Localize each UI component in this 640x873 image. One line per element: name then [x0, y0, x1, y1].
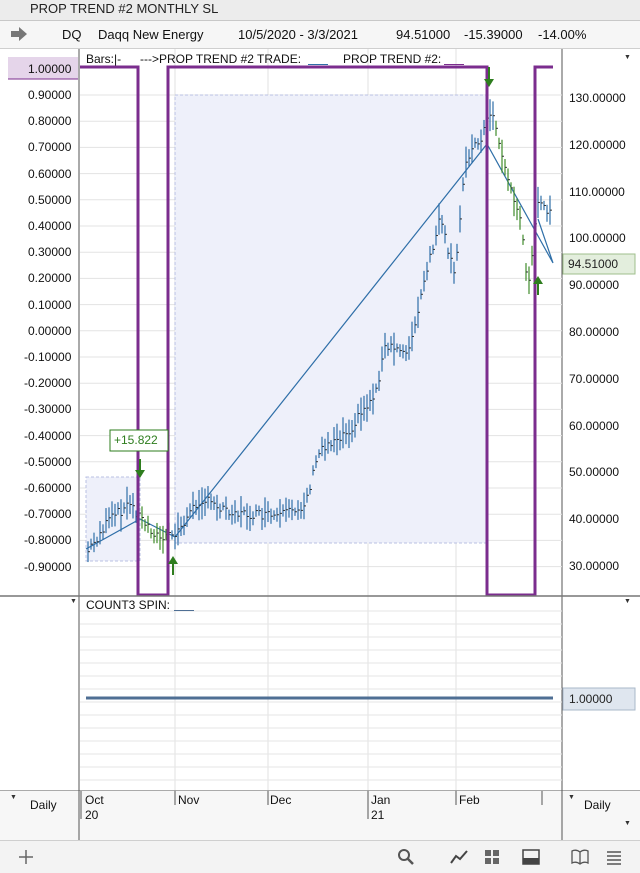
- right-axis-tick: 100.00000: [569, 231, 626, 246]
- left-axis-tick: -0.20000: [24, 376, 72, 391]
- left-axis-tick: 0.80000: [28, 114, 72, 129]
- left-axis-tick: 0.60000: [28, 166, 72, 181]
- window-title: PROP TREND #2 MONTHLY SL: [30, 1, 219, 16]
- x-label-oct: Oct: [85, 793, 104, 807]
- spin-value-tag-bg: [562, 687, 636, 711]
- left-axis-tick: 0.00000: [28, 323, 72, 338]
- grid-icon[interactable]: [482, 847, 502, 867]
- symbol-ticker: DQ: [62, 27, 82, 42]
- left-axis-tick: -0.60000: [24, 481, 72, 495]
- lower-panel-menu-icon[interactable]: ▼: [624, 598, 631, 605]
- right-axis-tick: 80.00000: [569, 325, 620, 339]
- left-axis-tick: 0.20000: [28, 271, 72, 286]
- left-axis-tick: -0.80000: [24, 533, 72, 548]
- left-axis-tick: 0.70000: [28, 140, 72, 155]
- chart-line-icon[interactable]: [449, 847, 469, 867]
- price-bars: [87, 99, 552, 563]
- left-axis-tick: 0.10000: [28, 297, 72, 312]
- prop-trend-signal-line: [80, 65, 553, 597]
- right-period-selector[interactable]: Daily: [584, 798, 611, 812]
- sell-arrow-1: [135, 459, 145, 478]
- profit-box: [109, 429, 169, 452]
- left-axis-tick: 0.50000: [28, 192, 72, 207]
- left-period-selector[interactable]: Daily: [30, 798, 57, 812]
- symbol-name: Daqq New Energy: [98, 27, 204, 42]
- right-axis-tick: 60.00000: [569, 418, 620, 433]
- left-axis-tick: -0.50000: [24, 454, 72, 469]
- x-label-feb: Feb: [459, 793, 480, 807]
- net-change: -15.39000: [464, 27, 523, 42]
- sell-arrow-2: [484, 67, 494, 87]
- buy-arrow-1: [168, 556, 178, 575]
- lower-left-menu-icon[interactable]: ▼: [70, 598, 77, 605]
- x-year-20: 20: [85, 808, 99, 822]
- spin-value-tag: 1.00000: [569, 692, 613, 706]
- left-axis-tick: 0.40000: [28, 219, 72, 233]
- buy-arrow-2: [533, 276, 543, 295]
- x-label-dec: Dec: [270, 793, 292, 807]
- right-axis-tick: 90.00000: [569, 278, 620, 293]
- signal-value-tag-bg: [8, 57, 78, 79]
- left-axis-tick: 0.90000: [28, 88, 72, 102]
- date-range: 10/5/2020 - 3/3/2021: [238, 27, 358, 42]
- left-axis-tick: -0.30000: [24, 402, 72, 417]
- right-axis-tick: 110.00000: [569, 184, 625, 199]
- last-price-tag-bg: [562, 253, 636, 275]
- legend-prop[interactable]: PROP TREND #2:: [343, 52, 442, 66]
- right-axis-tick: 70.00000: [569, 371, 620, 386]
- trade-trend-line: [85, 142, 554, 550]
- legend-trade[interactable]: --->PROP TREND #2 TRADE:: [140, 52, 302, 66]
- x-label-nov: Nov: [178, 793, 200, 807]
- book-icon[interactable]: [570, 847, 590, 867]
- left-axis-tick: 0.30000: [28, 245, 72, 260]
- left-period-dropdown-icon[interactable]: ▼: [10, 794, 17, 801]
- window-title-bar: PROP TREND #2 MONTHLY SL: [0, 0, 640, 21]
- list-icon[interactable]: [604, 847, 624, 867]
- legend-bars[interactable]: Bars:|-: [86, 52, 122, 66]
- left-axis-highlight-value: 1.00000: [28, 62, 72, 76]
- lower-grid-lines: [80, 610, 562, 781]
- trade-region-1: [85, 476, 141, 562]
- lower-panel-swatch: [174, 598, 194, 611]
- chart-area[interactable]: [0, 49, 640, 840]
- main-panel-menu-icon[interactable]: ▼: [624, 54, 631, 61]
- x-axis-ticks: [80, 791, 543, 819]
- right-period-dropdown-icon[interactable]: ▼: [568, 794, 575, 801]
- add-icon[interactable]: [16, 847, 36, 867]
- right-axis-tick: 130.00000: [569, 91, 626, 105]
- legend-trade-swatch: [308, 52, 328, 65]
- lower-panel-title[interactable]: COUNT3 SPIN:: [86, 598, 171, 612]
- right-axis-tick: 40.00000: [569, 512, 620, 527]
- panel-layout-icon[interactable]: [521, 847, 541, 867]
- profit-annotation: +15.822: [114, 433, 158, 447]
- left-axis-tick: -0.40000: [24, 428, 72, 443]
- symbol-info-bar: DQ Daqq New Energy 10/5/2020 - 3/3/2021 …: [0, 21, 640, 49]
- pct-change: -14.00%: [538, 27, 587, 42]
- right-axis-tick: 50.00000: [569, 465, 620, 480]
- left-axis-tick: -0.70000: [24, 507, 72, 522]
- search-icon[interactable]: [396, 847, 416, 867]
- right-axis-tick: 120.00000: [569, 137, 626, 152]
- last-price: 94.51000: [396, 27, 451, 42]
- left-axis-tick: -0.90000: [24, 559, 72, 574]
- left-axis-tick: -0.10000: [24, 350, 72, 364]
- x-year-21: 21: [371, 808, 385, 822]
- axis-menu-icon[interactable]: ▼: [624, 820, 631, 827]
- arrow-right-icon[interactable]: [9, 25, 29, 43]
- last-price-tag: 94.51000: [568, 257, 619, 271]
- x-label-jan: Jan: [371, 793, 391, 807]
- right-axis-tick: 30.00000: [569, 559, 620, 573]
- legend-prop-swatch: [444, 52, 464, 65]
- bottom-toolbar: [0, 840, 640, 873]
- trade-region-2: [174, 94, 488, 544]
